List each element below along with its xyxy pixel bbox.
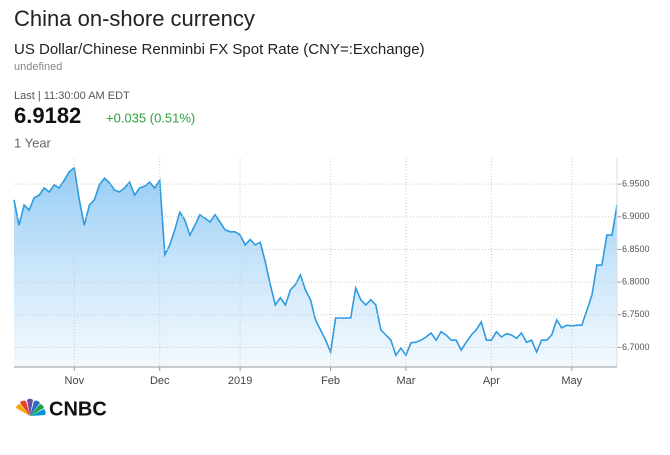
note: undefined xyxy=(14,61,62,73)
plot-area: 6.7000 6.7500 6.8000 6.8500 6.9000 6.9500 Nov D… xyxy=(13,158,650,387)
logo-text: CNBC xyxy=(49,398,107,420)
x-tick-label: Nov xyxy=(65,375,85,387)
x-tick-label: Dec xyxy=(150,375,170,387)
line xyxy=(13,166,618,357)
y-tick-label: 6.8000 xyxy=(622,276,650,286)
x-tick-label: Mar xyxy=(396,375,415,387)
y-tick-label: 6.7500 xyxy=(622,309,650,319)
y-tick-label: 6.9500 xyxy=(622,179,650,189)
y-tick-label: 6.8500 xyxy=(622,244,650,254)
x-tick-label: May xyxy=(561,375,582,387)
last-time: Last | 11:30:00 AM EDT xyxy=(14,90,130,102)
period: 1 Year xyxy=(14,135,52,150)
y-tick-label: 6.7000 xyxy=(622,342,650,352)
chart-title: China on-shore currency xyxy=(14,6,255,31)
x-tick-label: Feb xyxy=(321,375,340,387)
x-tick-label: Apr xyxy=(483,375,500,387)
y-tick-label: 6.9000 xyxy=(622,211,650,221)
chart-subtitle: US Dollar/Chinese Renminbi FX Spot Rate … xyxy=(14,41,425,58)
change: +0.035 (0.51%) xyxy=(106,110,195,125)
last-price: 6.9182 xyxy=(14,103,81,128)
logo: CNBC xyxy=(16,398,107,420)
x-tick-label: 2019 xyxy=(228,375,252,387)
area-fill xyxy=(14,167,617,367)
